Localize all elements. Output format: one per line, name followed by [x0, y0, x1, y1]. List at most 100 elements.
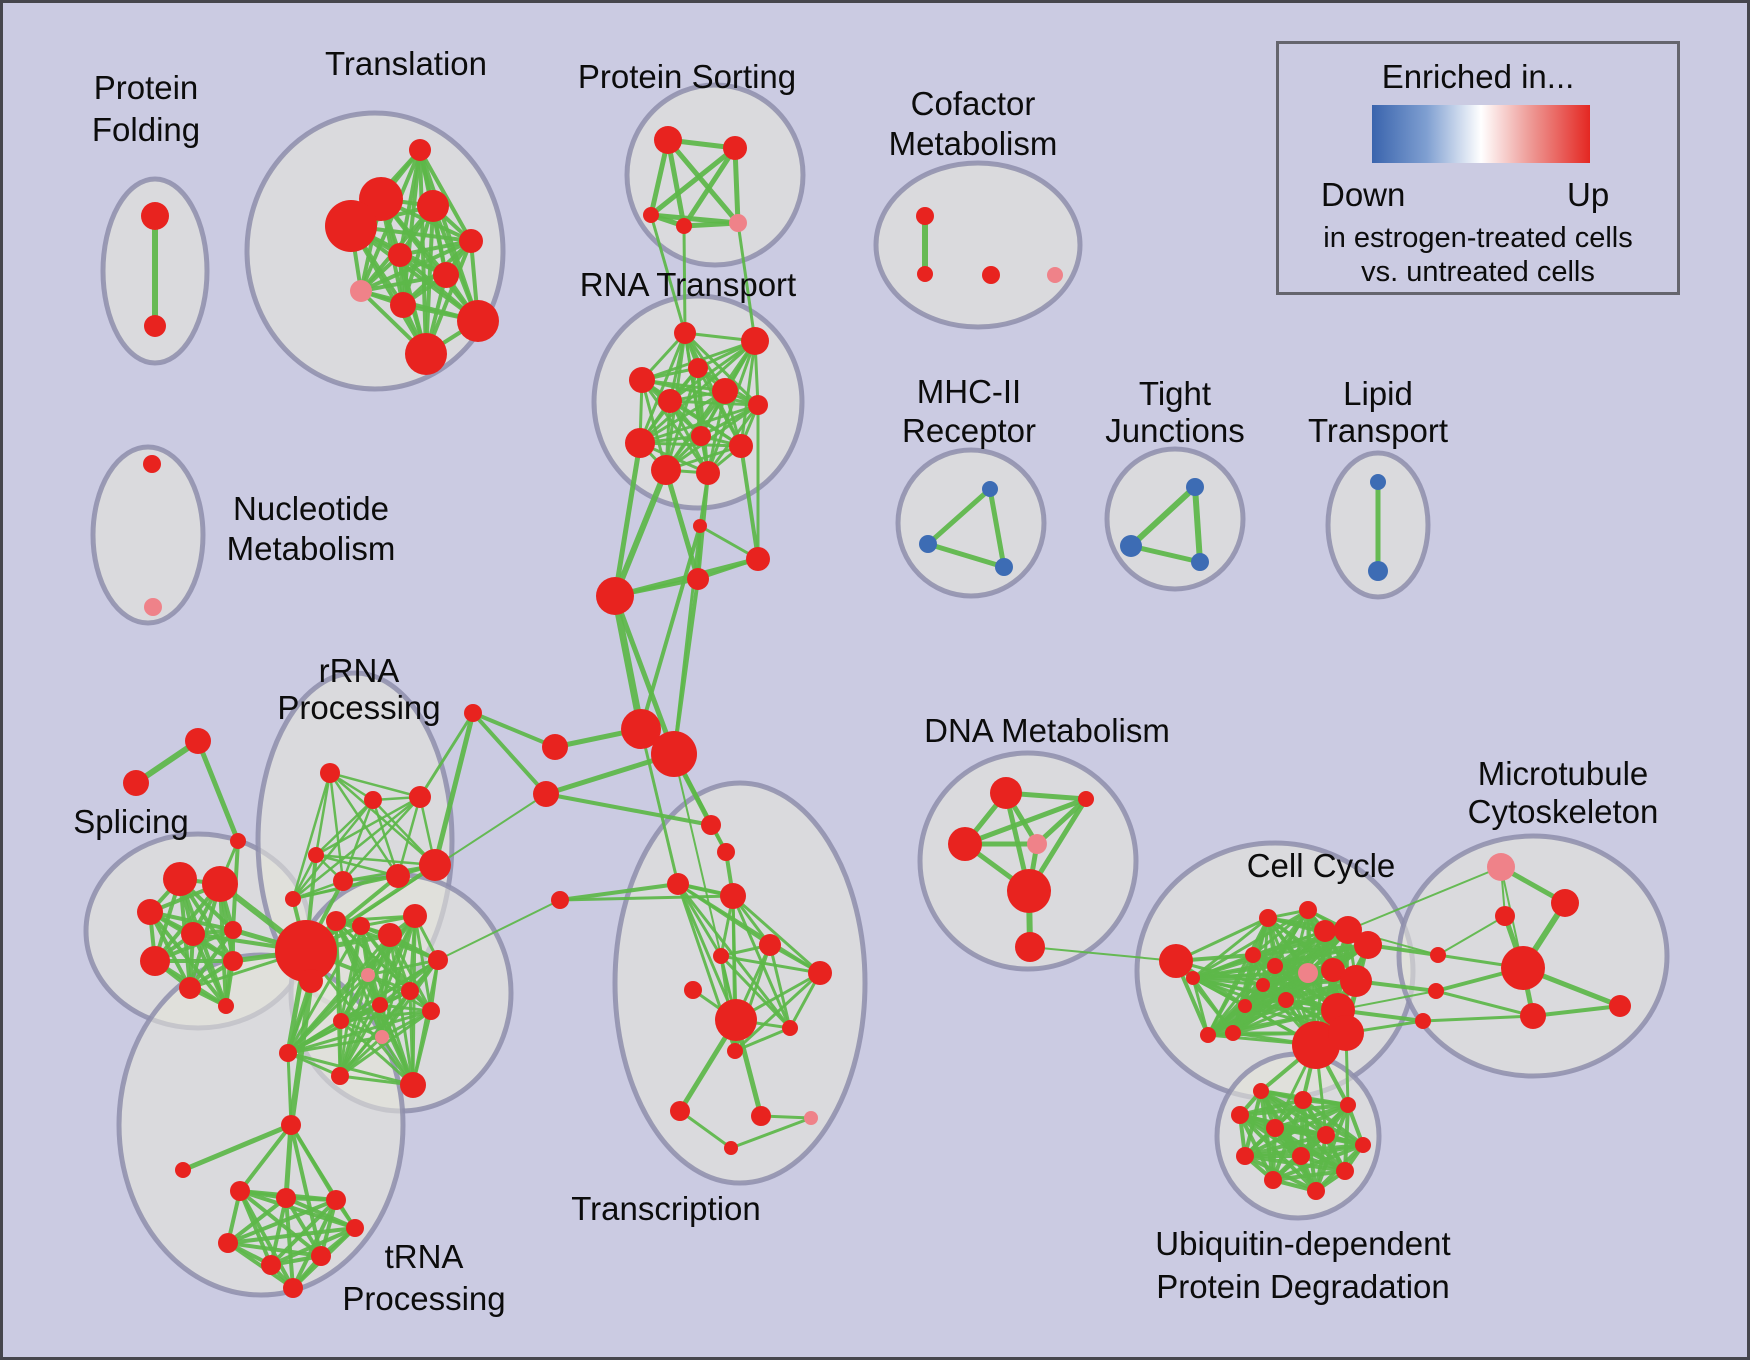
- network-node-r8[interactable]: [625, 428, 655, 458]
- network-node-sp7[interactable]: [179, 977, 201, 999]
- network-node-w9[interactable]: [422, 1002, 440, 1020]
- network-node-y7[interactable]: [283, 1278, 303, 1298]
- network-node-w6[interactable]: [361, 968, 375, 982]
- network-node-w5[interactable]: [428, 950, 448, 970]
- network-node-r2[interactable]: [741, 327, 769, 355]
- network-node-x5[interactable]: [1520, 1003, 1546, 1029]
- network-node-g3[interactable]: [1340, 1097, 1356, 1113]
- network-node-h4[interactable]: [693, 519, 707, 533]
- network-node-y8[interactable]: [346, 1219, 364, 1237]
- network-node-u1[interactable]: [143, 455, 161, 473]
- network-node-x3[interactable]: [1495, 906, 1515, 926]
- network-node-e8[interactable]: [285, 891, 301, 907]
- network-node-t9[interactable]: [390, 292, 416, 318]
- network-node-w12[interactable]: [279, 1044, 297, 1062]
- network-node-m2[interactable]: [919, 535, 937, 553]
- network-node-c2[interactable]: [917, 266, 933, 282]
- network-node-hub[interactable]: [275, 920, 337, 982]
- network-node-e1[interactable]: [320, 763, 340, 783]
- network-node-d1[interactable]: [990, 777, 1022, 809]
- network-node-w10[interactable]: [333, 1013, 349, 1029]
- network-node-q5[interactable]: [551, 891, 569, 909]
- network-node-q9[interactable]: [684, 981, 702, 999]
- network-node-a1[interactable]: [185, 728, 211, 754]
- network-node-w4[interactable]: [403, 904, 427, 928]
- network-node-sp8[interactable]: [223, 951, 243, 971]
- network-node-cc8[interactable]: [1267, 958, 1283, 974]
- network-node-cc0[interactable]: [1159, 944, 1193, 978]
- network-node-sp4[interactable]: [181, 922, 205, 946]
- network-node-w7[interactable]: [401, 982, 419, 1000]
- network-node-y0[interactable]: [281, 1115, 301, 1135]
- network-node-y2[interactable]: [276, 1188, 296, 1208]
- network-node-sp3[interactable]: [137, 899, 163, 925]
- network-node-w3[interactable]: [378, 923, 402, 947]
- network-node-x6[interactable]: [1609, 995, 1631, 1017]
- network-node-w1[interactable]: [326, 911, 346, 931]
- network-node-g4[interactable]: [1231, 1106, 1249, 1124]
- network-node-cc2[interactable]: [1299, 901, 1317, 919]
- network-node-g1[interactable]: [1253, 1083, 1269, 1099]
- network-node-j3[interactable]: [1191, 553, 1209, 571]
- network-node-sp2[interactable]: [202, 866, 238, 902]
- network-node-s3[interactable]: [643, 207, 659, 223]
- network-node-w14[interactable]: [400, 1072, 426, 1098]
- network-node-e7[interactable]: [419, 849, 451, 881]
- network-node-q16[interactable]: [724, 1141, 738, 1155]
- network-node-d2[interactable]: [1078, 791, 1094, 807]
- network-node-g11[interactable]: [1264, 1171, 1282, 1189]
- network-node-x7[interactable]: [1430, 947, 1446, 963]
- network-node-r3[interactable]: [629, 367, 655, 393]
- network-node-cc5[interactable]: [1354, 931, 1382, 959]
- network-node-x8[interactable]: [1428, 983, 1444, 999]
- network-node-q10[interactable]: [715, 999, 757, 1041]
- network-node-d3[interactable]: [948, 827, 982, 861]
- network-node-e3[interactable]: [409, 786, 431, 808]
- network-node-g8[interactable]: [1236, 1147, 1254, 1165]
- network-node-c1[interactable]: [916, 207, 934, 225]
- network-node-y3[interactable]: [326, 1190, 346, 1210]
- network-node-a3[interactable]: [230, 833, 246, 849]
- network-node-sp9[interactable]: [218, 998, 234, 1014]
- network-node-g9[interactable]: [1292, 1147, 1310, 1165]
- network-node-q13[interactable]: [670, 1101, 690, 1121]
- network-node-q14[interactable]: [751, 1106, 771, 1126]
- network-node-r11[interactable]: [651, 455, 681, 485]
- network-node-w11[interactable]: [375, 1030, 389, 1044]
- network-node-q2[interactable]: [717, 843, 735, 861]
- network-node-t4[interactable]: [325, 200, 377, 252]
- network-node-l2[interactable]: [1368, 561, 1388, 581]
- network-node-q15[interactable]: [804, 1111, 818, 1125]
- network-node-t1[interactable]: [409, 139, 431, 161]
- network-node-t5[interactable]: [459, 229, 483, 253]
- network-node-a2[interactable]: [123, 770, 149, 796]
- network-node-e4[interactable]: [308, 847, 324, 863]
- network-node-g5[interactable]: [1266, 1119, 1284, 1137]
- network-node-r5[interactable]: [712, 378, 738, 404]
- network-node-c4[interactable]: [1047, 267, 1063, 283]
- network-node-y6[interactable]: [311, 1246, 331, 1266]
- network-node-q1[interactable]: [701, 815, 721, 835]
- network-node-x9[interactable]: [1415, 1013, 1431, 1029]
- network-node-cc16[interactable]: [1200, 1027, 1216, 1043]
- network-node-cc7[interactable]: [1245, 947, 1261, 963]
- network-node-u2[interactable]: [144, 598, 162, 616]
- network-node-r6[interactable]: [688, 358, 708, 378]
- network-node-cc9[interactable]: [1256, 978, 1270, 992]
- network-node-r1[interactable]: [674, 322, 696, 344]
- network-node-w13[interactable]: [331, 1067, 349, 1085]
- network-node-cc3[interactable]: [1314, 920, 1336, 942]
- network-node-q3[interactable]: [667, 873, 689, 895]
- network-node-g10[interactable]: [1336, 1162, 1354, 1180]
- network-node-t7[interactable]: [433, 262, 459, 288]
- network-node-r10[interactable]: [729, 434, 753, 458]
- network-node-sp5[interactable]: [224, 921, 242, 939]
- network-node-d6[interactable]: [1015, 932, 1045, 962]
- network-node-cc19[interactable]: [1328, 1015, 1364, 1051]
- network-node-f1[interactable]: [141, 202, 169, 230]
- network-node-m3[interactable]: [995, 558, 1013, 576]
- network-node-x1[interactable]: [1487, 853, 1515, 881]
- network-node-g7[interactable]: [1355, 1137, 1371, 1153]
- network-node-cc13[interactable]: [1340, 965, 1372, 997]
- network-node-hub2[interactable]: [299, 969, 323, 993]
